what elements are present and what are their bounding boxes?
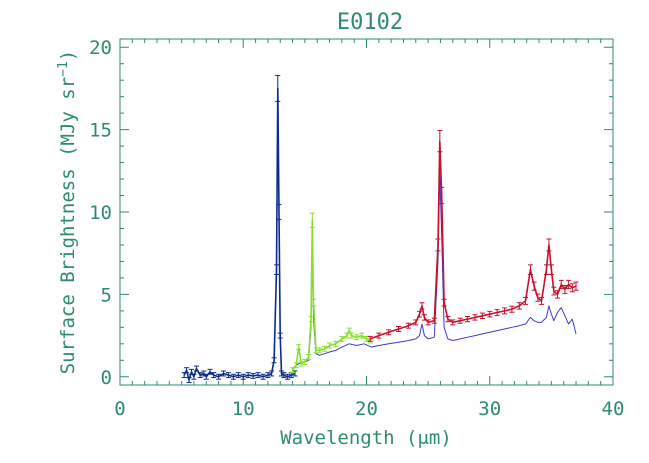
x-tick-label: 40 — [602, 398, 625, 420]
chart-title: E0102 — [337, 10, 403, 35]
y-axis: 0 5 10 15 20 — [89, 37, 613, 389]
y-axis-label-sup: −1 — [56, 61, 71, 77]
x-tick-label: 10 — [232, 398, 255, 420]
y-tick-label: 0 — [101, 367, 112, 389]
series-line — [183, 87, 296, 381]
series-line — [292, 173, 577, 369]
x-axis-label: Wavelength (μm) — [280, 427, 452, 449]
x-tick-label: 20 — [355, 398, 378, 420]
series-line — [369, 140, 577, 340]
x-axis: 0 10 20 30 40 — [114, 39, 624, 420]
series-layer — [181, 74, 579, 384]
plot-frame — [119, 38, 614, 386]
y-tick-label: 15 — [89, 120, 112, 142]
y-axis-label-close: ) — [57, 50, 79, 61]
y-tick-label: 10 — [89, 202, 112, 224]
y-axis-label: Surface Brightness (MJy sr−1) — [56, 50, 79, 375]
y-tick-label: 5 — [101, 284, 112, 306]
x-axis-label-text: Wavelength (μm) — [280, 427, 452, 449]
x-tick-label: 0 — [114, 398, 125, 420]
x-tick-label: 30 — [478, 398, 501, 420]
plot-border — [119, 38, 614, 386]
series-line — [291, 219, 371, 371]
y-axis-label-main: Surface Brightness (MJy sr — [57, 77, 79, 374]
y-tick-label: 20 — [89, 37, 112, 59]
